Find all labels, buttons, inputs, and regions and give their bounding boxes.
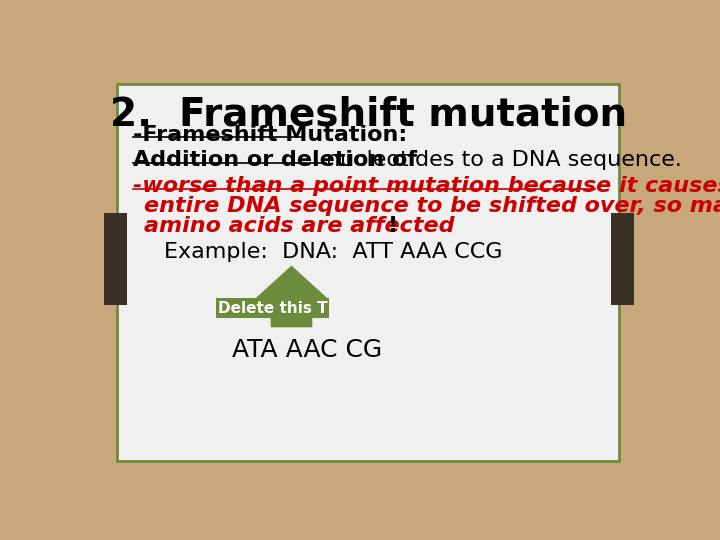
Polygon shape — [256, 267, 327, 327]
Text: amino acids are affected: amino acids are affected — [144, 215, 455, 236]
Text: entire DNA sequence to be shifted over, so many: entire DNA sequence to be shifted over, … — [144, 195, 720, 215]
Text: !: ! — [387, 215, 397, 236]
FancyBboxPatch shape — [216, 298, 329, 318]
Text: nucleotides to a DNA sequence.: nucleotides to a DNA sequence. — [326, 150, 683, 170]
FancyBboxPatch shape — [611, 213, 634, 305]
Text: Delete this T: Delete this T — [217, 301, 328, 315]
Text: Example:  DNA:  ATT AAA CCG: Example: DNA: ATT AAA CCG — [163, 242, 502, 262]
Text: -Frameshift Mutation:: -Frameshift Mutation: — [132, 125, 407, 145]
FancyBboxPatch shape — [104, 213, 127, 305]
Text: ATA AAC CG: ATA AAC CG — [232, 338, 382, 362]
Text: 2.  Frameshift mutation: 2. Frameshift mutation — [110, 96, 628, 133]
FancyBboxPatch shape — [117, 84, 619, 461]
Text: -worse than a point mutation because it causes the: -worse than a point mutation because it … — [132, 176, 720, 195]
Text: Addition or deletion of: Addition or deletion of — [132, 150, 424, 170]
